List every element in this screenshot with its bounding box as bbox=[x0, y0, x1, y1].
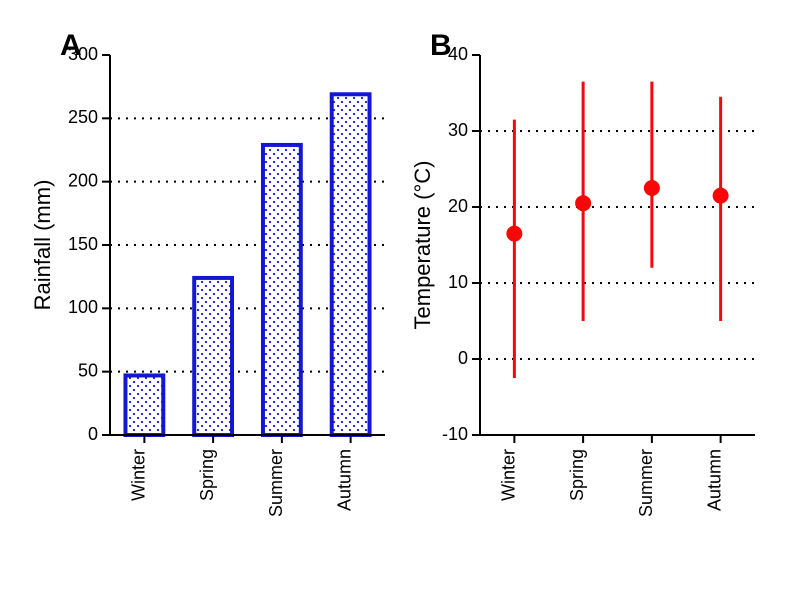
panel-b-yticks: -10 0 10 20 30 40 bbox=[442, 44, 480, 444]
xtick-label: Autumn bbox=[705, 449, 725, 511]
ytick-label: 50 bbox=[78, 360, 98, 380]
data-point bbox=[644, 180, 660, 196]
ytick-label: 10 bbox=[448, 272, 468, 292]
ytick-label: -10 bbox=[442, 424, 468, 444]
bar bbox=[263, 145, 301, 435]
panel-a-yticks: 0 50 100 150 200 250 300 bbox=[68, 44, 110, 444]
ytick-label: 20 bbox=[448, 196, 468, 216]
panel-a-ylabel: Rainfall (mm) bbox=[30, 180, 55, 311]
panel-b-xticks: Winter Spring Summer Autumn bbox=[498, 435, 724, 517]
data-point bbox=[575, 195, 591, 211]
xtick-label: Spring bbox=[197, 449, 217, 501]
xtick-label: Autumn bbox=[335, 449, 355, 511]
xtick-label: Summer bbox=[266, 449, 286, 517]
ytick-label: 200 bbox=[68, 170, 98, 190]
ytick-label: 100 bbox=[68, 297, 98, 317]
ytick-label: 250 bbox=[68, 107, 98, 127]
panel-b-axes bbox=[480, 55, 755, 435]
panel-a: A 050100150200250300 WinterSpringSummerA… bbox=[30, 29, 385, 517]
data-point bbox=[506, 226, 522, 242]
panel-b-points bbox=[506, 82, 728, 378]
xtick-label: Spring bbox=[567, 449, 587, 501]
ytick-label: 0 bbox=[88, 424, 98, 444]
bar bbox=[332, 94, 370, 435]
panel-a-xticks: Winter Spring Summer Autumn bbox=[128, 435, 354, 517]
data-point bbox=[713, 188, 729, 204]
ytick-label: 30 bbox=[448, 120, 468, 140]
ytick-label: 150 bbox=[68, 234, 98, 254]
ytick-label: 300 bbox=[68, 44, 98, 64]
ytick-label: 40 bbox=[448, 44, 468, 64]
panel-b-ylabel: Temperature (°C) bbox=[410, 161, 435, 330]
bar bbox=[194, 278, 232, 435]
dual-panel-figure: A 050100150200250300 WinterSpringSummerA… bbox=[0, 0, 800, 600]
panel-a-bars bbox=[125, 94, 369, 435]
panel-b: B -10010203040 WinterSpringSummerAutumn … bbox=[410, 29, 755, 517]
xtick-label: Winter bbox=[128, 449, 148, 501]
ytick-label: 0 bbox=[458, 348, 468, 368]
bar bbox=[125, 375, 163, 435]
xtick-label: Summer bbox=[636, 449, 656, 517]
xtick-label: Winter bbox=[498, 449, 518, 501]
panel-b-grid bbox=[480, 131, 755, 359]
